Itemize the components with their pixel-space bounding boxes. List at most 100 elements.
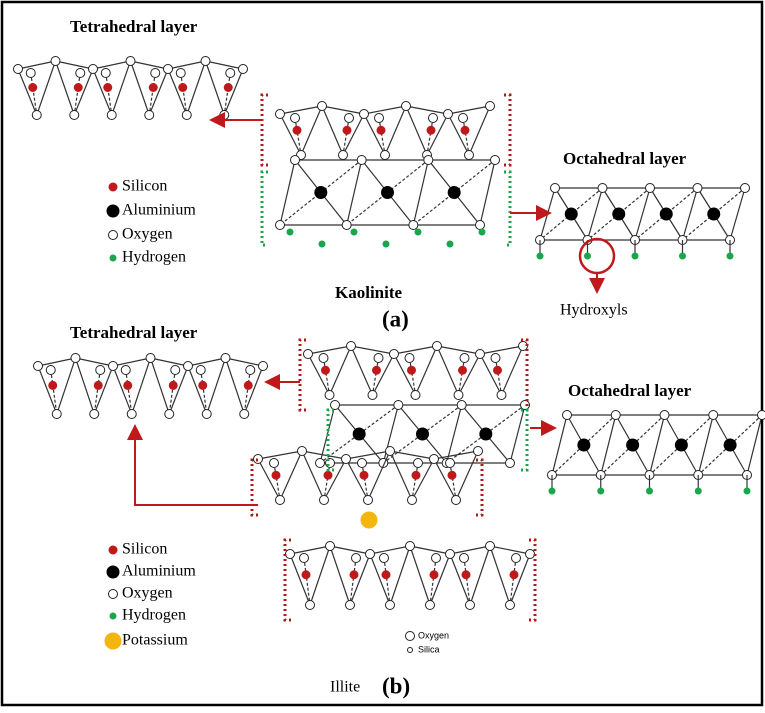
atom <box>417 428 429 440</box>
atom <box>374 354 383 363</box>
atom <box>741 184 750 193</box>
atom <box>315 187 327 199</box>
atom <box>465 151 474 160</box>
bond <box>302 451 346 459</box>
atom <box>199 381 207 389</box>
bond <box>113 358 151 366</box>
atom <box>394 401 403 410</box>
bond <box>351 346 373 395</box>
bracket <box>252 460 258 515</box>
atom <box>350 571 358 579</box>
bond <box>416 346 438 395</box>
atom <box>446 459 455 468</box>
atom <box>342 455 351 464</box>
atom <box>412 471 420 479</box>
atom <box>300 554 309 563</box>
atom <box>411 391 420 400</box>
atom <box>244 381 252 389</box>
atom <box>259 362 268 371</box>
atom <box>224 84 232 92</box>
atom <box>430 455 439 464</box>
atom <box>171 366 180 375</box>
atom <box>358 459 367 468</box>
atom <box>46 366 55 375</box>
atom <box>460 554 469 563</box>
atom <box>196 366 205 375</box>
atom <box>708 208 720 220</box>
legend-label: Hydrogen <box>122 607 186 624</box>
atom <box>272 471 280 479</box>
bond <box>370 546 410 554</box>
bond <box>683 188 698 240</box>
bond <box>385 106 406 155</box>
arrow <box>135 428 258 505</box>
atom <box>76 69 85 78</box>
atom <box>107 566 119 578</box>
atom <box>386 601 395 610</box>
bond <box>38 358 76 366</box>
bracket <box>504 95 510 165</box>
legend-label: Hydrogen <box>122 249 186 266</box>
bond <box>330 546 350 605</box>
atom <box>184 362 193 371</box>
atom <box>377 126 385 134</box>
label: Hydroxyls <box>560 302 628 319</box>
atom <box>448 187 460 199</box>
atom <box>366 550 375 559</box>
bond <box>112 61 131 115</box>
atom <box>121 366 130 375</box>
atom <box>126 57 135 66</box>
atom <box>360 471 368 479</box>
atom <box>474 447 483 456</box>
atom <box>319 354 328 363</box>
atom <box>486 102 495 111</box>
bond <box>280 106 322 114</box>
atom <box>239 65 248 74</box>
atom <box>426 601 435 610</box>
atom <box>549 488 555 494</box>
atom <box>176 69 185 78</box>
bond <box>132 358 151 414</box>
bond <box>330 346 352 395</box>
atom <box>107 205 119 217</box>
atom <box>446 550 455 559</box>
atom <box>406 632 415 641</box>
bond <box>207 358 226 414</box>
atom <box>221 354 230 363</box>
atom <box>457 401 466 410</box>
atom <box>506 601 515 610</box>
atom <box>744 488 750 494</box>
atom <box>96 366 105 375</box>
atom <box>427 126 435 134</box>
atom <box>598 184 607 193</box>
bond <box>390 546 410 605</box>
atom <box>319 241 325 247</box>
bond <box>206 61 244 69</box>
bond <box>390 451 434 459</box>
atom <box>110 255 116 261</box>
atom <box>291 156 300 165</box>
bond <box>450 546 490 554</box>
atom <box>109 231 118 240</box>
atom <box>49 381 57 389</box>
atom <box>476 350 485 359</box>
atom <box>373 366 381 374</box>
atom <box>346 601 355 610</box>
atom <box>343 126 351 134</box>
atom <box>220 111 229 120</box>
atom <box>109 362 118 371</box>
atom <box>360 110 369 119</box>
atom <box>179 84 187 92</box>
mineral-name: Illite <box>330 679 360 696</box>
bond <box>635 188 650 240</box>
atom <box>298 447 307 456</box>
bond <box>406 106 448 114</box>
atom <box>430 571 438 579</box>
atom <box>52 410 61 419</box>
atom <box>461 126 469 134</box>
atom <box>357 156 366 165</box>
bond <box>456 451 478 500</box>
atom <box>351 229 357 235</box>
bond <box>364 106 406 114</box>
atom <box>352 554 361 563</box>
